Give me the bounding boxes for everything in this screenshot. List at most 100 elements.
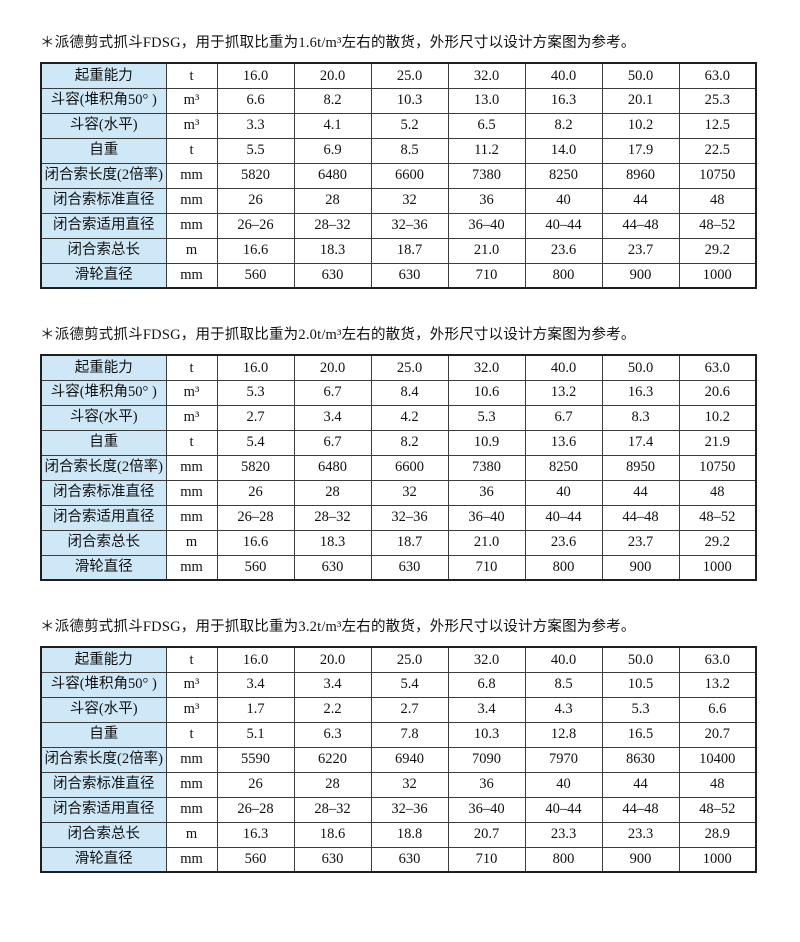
value-cell: 63.0 [678,354,757,381]
row-label-cell: 起重能力 [40,62,167,89]
value-cell: 48 [678,187,757,214]
value-cell: 40.0 [524,62,603,89]
value-cell: 630 [293,554,372,581]
value-cell: 23.6 [524,529,603,556]
value-cell: 10.2 [678,404,757,431]
spec-section: ＊派德剪式抓斗FDSG，用于抓取比重为3.2t/m³左右的散货，外形尺寸以设计方… [40,617,800,873]
row-label-cell: 闭合索标准直径 [40,479,167,506]
value-cell: 630 [293,846,372,873]
unit-cell: t [165,646,218,673]
table-row: 闭合索长度(2倍率) mm 5820 6480 6600 7380 8250 8960 1075… [40,162,757,189]
value-cell: 25.3 [678,87,757,114]
value-cell: 16.6 [216,237,295,264]
value-cell: 630 [370,846,449,873]
unit-cell: t [165,354,218,381]
value-cell: 6600 [370,454,449,481]
value-cell: 1.7 [216,696,295,723]
table-row: 起重能力 t 16.0 20.0 25.0 32.0 40.0 50.0 63.0 [40,62,757,89]
value-cell: 5590 [216,746,295,773]
value-cell: 40–44 [524,504,603,531]
value-cell: 18.6 [293,821,372,848]
value-cell: 48–52 [678,504,757,531]
value-cell: 560 [216,846,295,873]
table-row: 起重能力 t 16.0 20.0 25.0 32.0 40.0 50.0 63.0 [40,646,757,673]
value-cell: 10400 [678,746,757,773]
value-cell: 26–28 [216,504,295,531]
value-cell: 6480 [293,162,372,189]
row-label-cell: 闭合索长度(2倍率) [40,454,167,481]
value-cell: 12.8 [524,721,603,748]
value-cell: 560 [216,262,295,289]
spec-table: 起重能力 t 16.0 20.0 25.0 32.0 40.0 50.0 63.0 斗容(堆积角5… [40,646,757,873]
row-label-cell: 闭合索适用直径 [40,796,167,823]
value-cell: 5.4 [216,429,295,456]
value-cell: 1000 [678,554,757,581]
value-cell: 26–26 [216,212,295,239]
value-cell: 20.6 [678,379,757,406]
table-row: 闭合索总长 m 16.6 18.3 18.7 21.0 23.6 23.7 29.2 [40,529,757,556]
unit-cell: mm [165,454,218,481]
value-cell: 29.2 [678,529,757,556]
value-cell: 23.7 [601,237,680,264]
value-cell: 32.0 [447,354,526,381]
value-cell: 32.0 [447,62,526,89]
value-cell: 21.0 [447,237,526,264]
value-cell: 18.3 [293,237,372,264]
value-cell: 8.4 [370,379,449,406]
value-cell: 6.6 [216,87,295,114]
value-cell: 21.0 [447,529,526,556]
value-cell: 6.5 [447,112,526,139]
value-cell: 5.3 [216,379,295,406]
value-cell: 21.9 [678,429,757,456]
table-row: 自重 t 5.5 6.9 8.5 11.2 14.0 17.9 22.5 [40,137,757,164]
value-cell: 10750 [678,162,757,189]
row-label-cell: 闭合索总长 [40,529,167,556]
value-cell: 48 [678,771,757,798]
value-cell: 800 [524,554,603,581]
unit-cell: mm [165,187,218,214]
value-cell: 6220 [293,746,372,773]
value-cell: 630 [293,262,372,289]
value-cell: 26 [216,187,295,214]
unit-cell: mm [165,846,218,873]
unit-cell: mm [165,504,218,531]
value-cell: 16.0 [216,354,295,381]
value-cell: 6.7 [293,379,372,406]
row-label-cell: 斗容(堆积角50° ) [40,671,167,698]
value-cell: 6.8 [447,671,526,698]
unit-cell: m³ [165,696,218,723]
unit-cell: m [165,529,218,556]
value-cell: 18.8 [370,821,449,848]
table-row: 闭合索总长 m 16.6 18.3 18.7 21.0 23.6 23.7 29.2 [40,237,757,264]
value-cell: 13.6 [524,429,603,456]
row-label-cell: 斗容(水平) [40,112,167,139]
value-cell: 28–32 [293,504,372,531]
row-label-cell: 斗容(堆积角50° ) [40,379,167,406]
value-cell: 26 [216,771,295,798]
value-cell: 10.6 [447,379,526,406]
row-label-cell: 斗容(水平) [40,696,167,723]
unit-cell: m [165,237,218,264]
spec-section: ＊派德剪式抓斗FDSG，用于抓取比重为2.0t/m³左右的散货，外形尺寸以设计方… [40,325,800,581]
unit-cell: mm [165,262,218,289]
value-cell: 6.9 [293,137,372,164]
value-cell: 16.0 [216,646,295,673]
row-label-cell: 滑轮直径 [40,262,167,289]
row-label-cell: 自重 [40,721,167,748]
value-cell: 630 [370,262,449,289]
unit-cell: mm [165,162,218,189]
value-cell: 5.3 [447,404,526,431]
row-label-cell: 斗容(堆积角50° ) [40,87,167,114]
unit-cell: m [165,821,218,848]
spec-table-body: 起重能力 t 16.0 20.0 25.0 32.0 40.0 50.0 63.0 斗容(堆积角5… [40,354,757,581]
unit-cell: m³ [165,112,218,139]
value-cell: 23.3 [524,821,603,848]
unit-cell: m³ [165,404,218,431]
table-row: 闭合索适用直径 mm 26–26 28–32 32–36 36–40 40–44 44–48 4… [40,212,757,239]
value-cell: 16.0 [216,62,295,89]
table-row: 闭合索总长 m 16.3 18.6 18.8 20.7 23.3 23.3 28.9 [40,821,757,848]
value-cell: 800 [524,262,603,289]
value-cell: 17.9 [601,137,680,164]
table-row: 闭合索标准直径 mm 26 28 32 36 40 44 48 [40,771,757,798]
value-cell: 10750 [678,454,757,481]
